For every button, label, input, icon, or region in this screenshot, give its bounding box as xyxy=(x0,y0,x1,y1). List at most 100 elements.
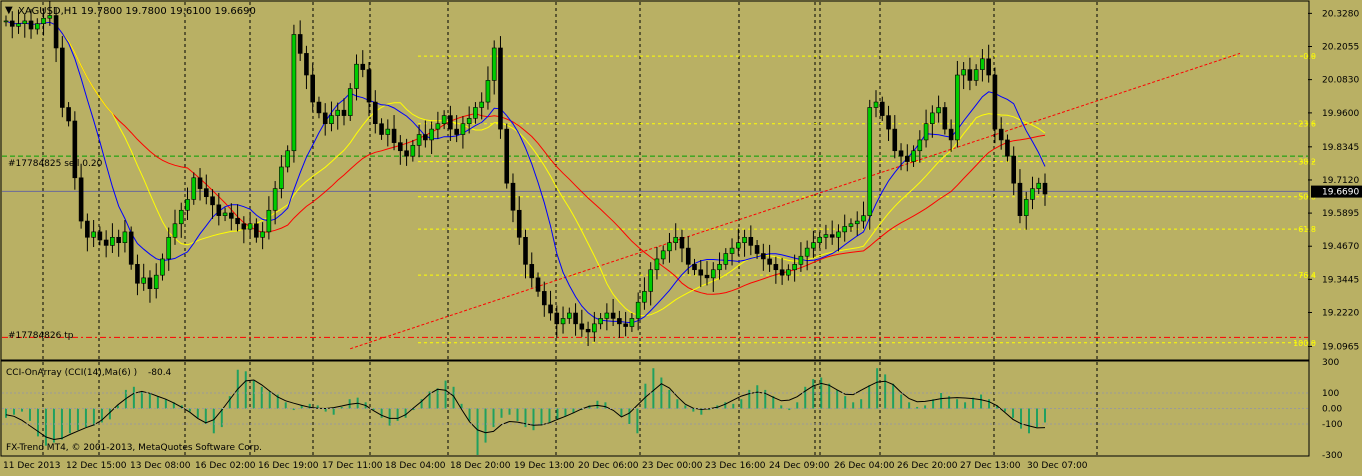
candle-body xyxy=(448,115,453,130)
candle-body xyxy=(942,107,948,130)
candle-body xyxy=(91,231,96,238)
candle-body xyxy=(247,223,253,230)
candle-body xyxy=(479,101,484,108)
candle-body xyxy=(717,264,722,271)
candle-body xyxy=(329,115,334,125)
candle-body xyxy=(191,177,197,200)
time-axis[interactable]: 11 Dec 2013 12 Dec 15:00 13 Dec 08:00 16 De… xyxy=(3,461,1088,471)
candle-body xyxy=(516,209,522,238)
candle-body xyxy=(992,74,998,130)
price-tick-label: 19.2220 xyxy=(1322,308,1359,318)
candle-body xyxy=(817,236,822,244)
candle-body xyxy=(792,264,797,271)
candle-body xyxy=(66,107,71,122)
candle-body xyxy=(160,258,165,276)
candle-body xyxy=(72,120,78,179)
candle-body xyxy=(41,17,46,24)
fib-level-label: 61.8 xyxy=(1298,225,1316,234)
candle-body xyxy=(667,242,672,252)
candle-body xyxy=(623,323,628,327)
candle-body xyxy=(341,109,347,116)
candle-body xyxy=(141,277,146,284)
time-tick-label: 24 Dec 09:00 xyxy=(769,461,830,471)
current-price-tag xyxy=(1311,185,1362,198)
time-tick-label: 16 Dec 02:00 xyxy=(195,461,256,471)
cci-line xyxy=(5,379,1046,441)
candle-body xyxy=(360,63,366,70)
candle-body xyxy=(254,223,259,238)
candle-body xyxy=(197,177,203,189)
candle-body xyxy=(222,212,228,216)
candle-body xyxy=(729,247,735,254)
time-tick-label: 27 Dec 13:00 xyxy=(960,461,1021,471)
candle-body xyxy=(229,212,234,219)
candle-body xyxy=(122,231,128,244)
candle-body xyxy=(754,245,760,254)
candle-body xyxy=(1042,182,1048,195)
candle-body xyxy=(786,269,791,276)
candle-body xyxy=(629,318,635,327)
fib-level-label: 0.0 xyxy=(1303,52,1316,61)
candle-body xyxy=(867,107,873,216)
candle-body xyxy=(404,150,409,157)
candle-body xyxy=(366,69,372,103)
price-tick-label: 20.3280 xyxy=(1322,9,1359,19)
candle-body xyxy=(203,188,209,198)
candle-body xyxy=(710,269,716,279)
candle-body xyxy=(548,304,553,314)
candle-body xyxy=(923,123,929,141)
collapse-icon[interactable]: ▼ xyxy=(5,5,13,16)
candle-body xyxy=(961,69,966,76)
price-candles xyxy=(3,1,1048,347)
candle-body xyxy=(610,312,616,319)
candle-body xyxy=(905,155,910,162)
time-tick-label: 26 Dec 04:00 xyxy=(834,461,895,471)
candle-body xyxy=(836,231,841,238)
sell-order-label[interactable]: #17784825 sell 0.20 xyxy=(8,159,103,169)
candle-body xyxy=(723,253,729,265)
candle-body xyxy=(335,109,341,116)
candle-body xyxy=(685,247,691,265)
time-tick-label: 11 Dec 2013 xyxy=(3,461,61,471)
candle-body xyxy=(854,220,860,225)
price-axis[interactable]: 20.3280 20.2055 20.0830 19.9600 19.8345 19.71… xyxy=(1308,9,1362,352)
candle-body xyxy=(147,277,153,289)
candle-body xyxy=(347,88,353,116)
candle-body xyxy=(967,69,973,81)
candle-body xyxy=(679,236,685,249)
candle-body xyxy=(861,215,866,222)
fib-level-label: 38.2 xyxy=(1298,158,1316,167)
candle-body xyxy=(767,258,772,265)
indicator-value: -80.4 xyxy=(148,368,172,378)
candle-body xyxy=(911,150,916,162)
tp-order-label[interactable]: #17784826 tp xyxy=(8,331,74,341)
order-lines[interactable] xyxy=(2,155,1308,338)
cci-tick-label: -100 xyxy=(1322,420,1343,430)
candle-body xyxy=(216,204,222,216)
candle-body xyxy=(660,250,666,260)
candle-body xyxy=(379,123,384,135)
candle-body xyxy=(78,177,84,222)
price-tick-label: 20.2055 xyxy=(1322,42,1359,52)
time-tick-label: 18 Dec 04:00 xyxy=(385,461,446,471)
candle-body xyxy=(47,15,53,19)
trendline[interactable] xyxy=(350,52,1241,350)
cci-tick-label: -300 xyxy=(1322,451,1343,461)
cci-tick-label: 0.00 xyxy=(1322,405,1342,415)
candle-body xyxy=(385,128,391,135)
fib-level-label: 76.4 xyxy=(1298,271,1316,280)
candle-body xyxy=(585,328,591,333)
candle-body xyxy=(153,274,159,289)
candle-body xyxy=(948,128,954,141)
candle-body xyxy=(260,231,265,238)
candle-body xyxy=(1030,188,1035,200)
fib-level-label: 100.0 xyxy=(1293,339,1316,348)
candle-body xyxy=(297,34,303,54)
candle-body xyxy=(704,274,710,279)
candle-body xyxy=(930,112,935,125)
price-tick-label: 19.3445 xyxy=(1322,275,1359,285)
candle-body xyxy=(85,220,90,238)
